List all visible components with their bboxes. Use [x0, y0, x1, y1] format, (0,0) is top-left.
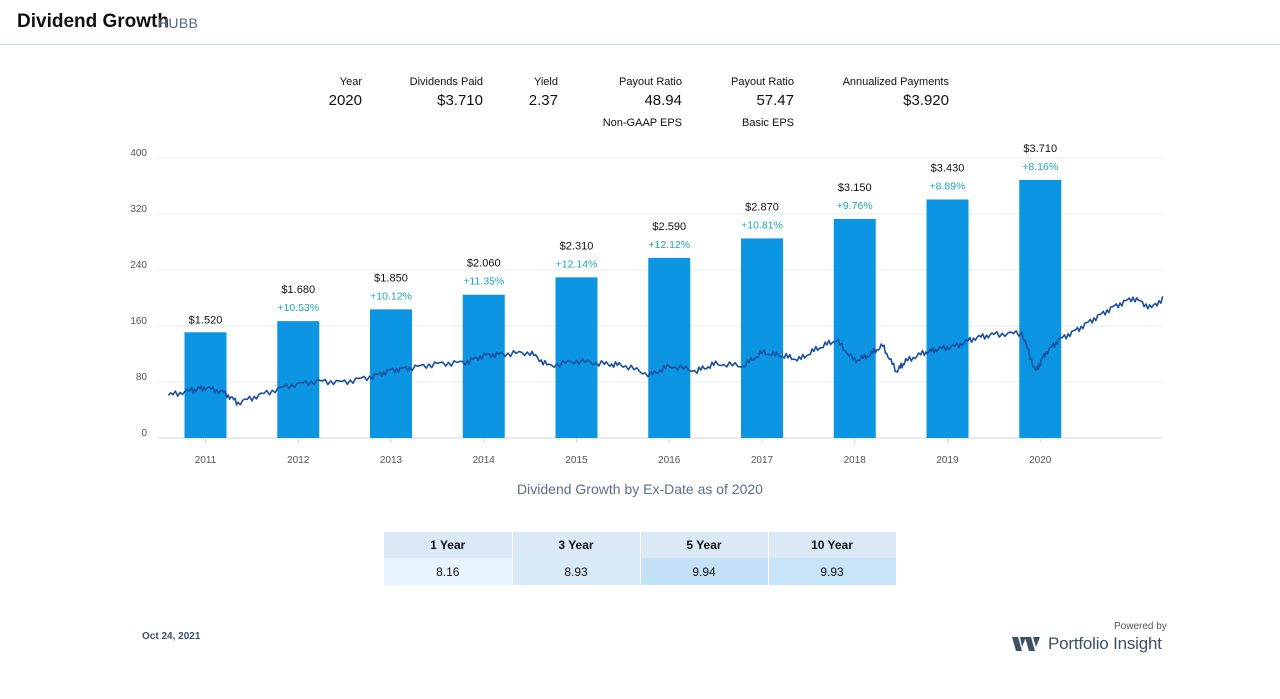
bar-value-label: $1.850 [374, 272, 408, 284]
stat-sublabel: Non-GAAP EPS [602, 117, 682, 129]
chart-price-line [167, 296, 1164, 406]
stat-value: 57.47 [756, 92, 794, 109]
x-tick-label: 2014 [473, 455, 496, 466]
portfolio-insight-brand[interactable]: Portfolio Insight [1012, 634, 1162, 654]
bar-2015[interactable] [555, 277, 598, 438]
bar-value-label: $3.710 [1023, 143, 1057, 155]
stat-dividends-paid: Dividends Paid $3.710 [410, 76, 483, 111]
bar-value-label: $3.150 [838, 182, 872, 194]
ticker-symbol: HUBB [158, 15, 199, 31]
x-tick-label: 2020 [1029, 455, 1052, 466]
stat-label: Year [339, 76, 362, 88]
stat-sublabel: Basic EPS [742, 117, 794, 129]
stat-label: Yield [533, 76, 558, 88]
y-tick-label: 320 [130, 204, 147, 215]
x-tick-label: 2015 [565, 455, 588, 466]
page-title: Dividend Growth [17, 11, 169, 32]
bar-growth-label: +10.53% [277, 302, 319, 314]
stat-yield: Yield 2.37 [529, 76, 558, 111]
chart-bars [184, 180, 1062, 438]
cagr-value-10y: 9.93 [768, 558, 897, 585]
bar-growth-label: +12.12% [648, 239, 690, 251]
cagr-value-3y: 8.93 [512, 558, 641, 585]
cagr-value-1y: 8.16 [384, 558, 513, 585]
brand-name: Portfolio Insight [1048, 634, 1162, 653]
y-tick-label: 160 [130, 316, 147, 327]
chart-labels: 0 80 160 240 320 400 2011 $1.520 2012 $1.680 +10.5… [130, 143, 1058, 466]
powered-by-label: Powered by [1114, 621, 1167, 632]
as-of-date: Oct 24, 2021 [142, 631, 201, 642]
bar-growth-label: +11.35% [463, 276, 504, 288]
bar-growth-label: +8.16% [1022, 161, 1058, 173]
stat-value: $3.920 [903, 92, 949, 109]
stat-year: Year 2020 [329, 76, 362, 111]
bar-growth-label: +10.81% [741, 219, 783, 231]
x-tick-label: 2011 [195, 455, 217, 466]
bar-growth-label: +10.12% [370, 290, 412, 302]
portfolio-insight-logo-icon [1012, 637, 1040, 651]
y-tick-label: 400 [130, 148, 147, 159]
stat-label: Payout Ratio [619, 76, 682, 88]
page-header: Dividend Growth HUBB [0, 0, 1280, 45]
y-tick-label: 0 [141, 428, 147, 439]
x-tick-label: 2016 [658, 455, 681, 466]
y-tick-label: 240 [130, 260, 147, 271]
bar-2018[interactable] [833, 218, 876, 438]
bar-2020[interactable] [1019, 180, 1062, 438]
stat-value: $3.710 [437, 92, 483, 109]
cagr-value-row: 8.16 8.93 9.94 9.93 [384, 558, 897, 585]
x-tick-label: 2018 [844, 455, 867, 466]
chart-title: Dividend Growth by Ex-Date as of 2020 [517, 481, 763, 497]
bar-value-label: $1.680 [281, 284, 315, 296]
cagr-header-row: 1 Year 3 Year 5 Year 10 Year [384, 532, 897, 558]
stat-label: Dividends Paid [409, 76, 483, 88]
x-tick-label: 2017 [751, 455, 774, 466]
bar-2017[interactable] [741, 238, 783, 438]
cagr-header-3y: 3 Year [512, 532, 641, 558]
bar-value-label: $2.060 [467, 258, 501, 270]
stat-value: 2020 [328, 92, 362, 109]
stat-payout-ratio-non-gaap: Payout Ratio 48.94 Non-GAAP EPS [603, 76, 682, 130]
cagr-table: 1 Year 3 Year 5 Year 10 Year 8.16 8.93 9… [384, 532, 897, 585]
stat-label: Annualized Payments [842, 76, 949, 88]
stat-annualized-payments: Annualized Payments $3.920 [843, 76, 949, 111]
x-tick-label: 2019 [936, 455, 959, 466]
bar-value-label: $2.870 [745, 201, 779, 213]
bar-growth-label: +12.14% [556, 258, 598, 270]
bar-growth-label: +9.76% [837, 200, 873, 212]
bar-value-label: $3.430 [931, 162, 965, 174]
stat-payout-ratio-basic: Payout Ratio 57.47 Basic EPS [731, 76, 794, 130]
cagr-header-5y: 5 Year [640, 532, 769, 558]
bar-value-label: $2.590 [652, 221, 686, 233]
bar-2019[interactable] [926, 199, 969, 438]
bar-2012[interactable] [277, 321, 320, 438]
y-tick-label: 80 [136, 372, 148, 383]
stat-label: Payout Ratio [731, 76, 794, 88]
x-tick-label: 2012 [287, 455, 310, 466]
x-tick-label: 2013 [380, 455, 403, 466]
stat-value: 2.37 [528, 92, 558, 109]
bar-2014[interactable] [462, 294, 505, 438]
stat-value: 48.94 [644, 92, 682, 109]
cagr-header-1y: 1 Year [384, 532, 513, 558]
bar-value-label: $1.520 [189, 314, 223, 326]
cagr-header-10y: 10 Year [768, 532, 897, 558]
bar-value-label: $2.310 [560, 240, 594, 252]
price-line [167, 296, 1164, 406]
bar-2016[interactable] [648, 257, 691, 438]
bar-growth-label: +8.89% [930, 180, 966, 192]
bar-2011[interactable] [184, 332, 227, 438]
cagr-value-5y: 9.94 [640, 558, 769, 585]
